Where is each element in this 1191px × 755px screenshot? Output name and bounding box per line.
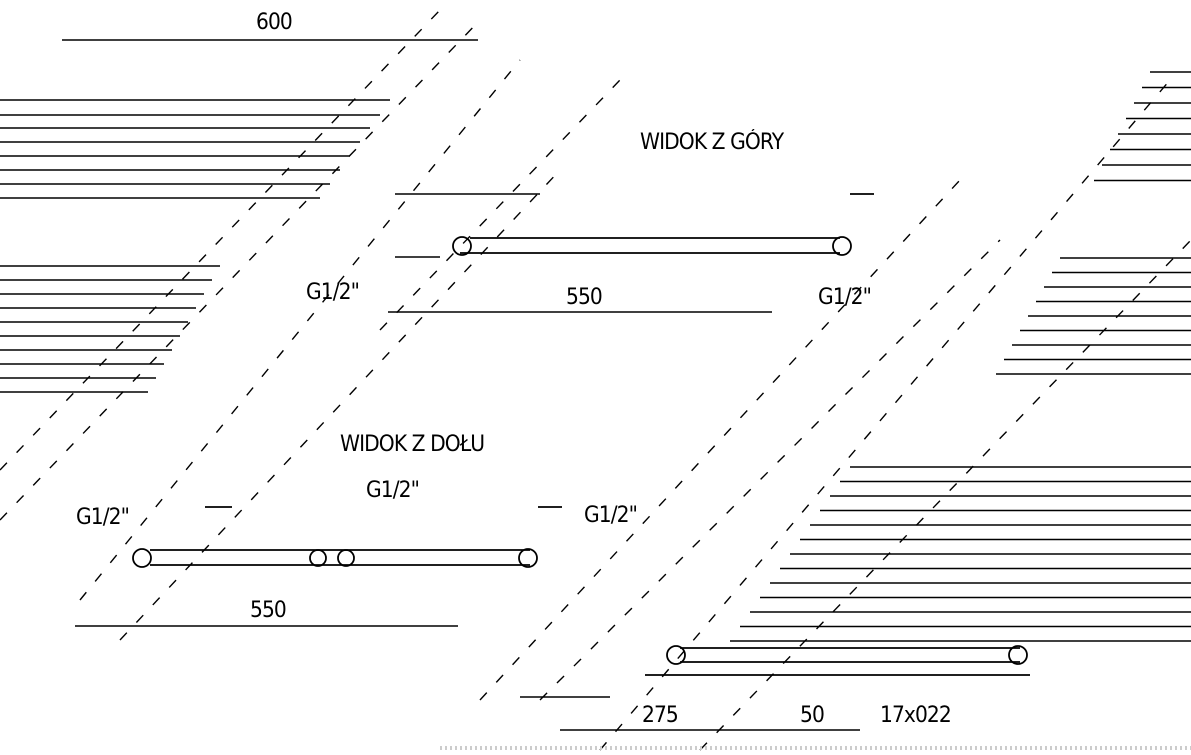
radiator-rungs-left xyxy=(0,99,390,393)
top-view-width-550: 550 xyxy=(566,285,603,310)
bottom-right-connection-label: G1/2" xyxy=(584,503,638,528)
projection-lines xyxy=(0,9,1191,751)
projection-line xyxy=(539,239,1001,701)
bottom-view-width-550: 550 xyxy=(250,598,287,623)
top-view-pipe xyxy=(452,193,874,256)
projection-line xyxy=(79,59,521,601)
projection-line xyxy=(379,79,621,331)
projection-line xyxy=(119,169,561,641)
rail-size-label: 17x022 xyxy=(880,703,952,728)
bottom-view-title: WIDOK Z DOŁU xyxy=(340,432,485,457)
bottom-view-pipe xyxy=(132,506,562,568)
front-view-bottom-rail xyxy=(645,645,1030,676)
dimension-50: 50 xyxy=(800,703,825,728)
top-left-connection-label: G1/2" xyxy=(306,280,360,305)
projection-line xyxy=(479,179,961,701)
projection-line xyxy=(699,239,1191,751)
dimension-600: 600 xyxy=(256,10,293,35)
radiator-rungs-right xyxy=(730,71,1191,642)
projection-line xyxy=(0,19,481,521)
projection-line xyxy=(599,79,1171,751)
bottom-left-connection-label: G1/2" xyxy=(76,505,130,530)
dimension-275: 275 xyxy=(642,703,679,728)
top-right-connection-label: G1/2" xyxy=(818,285,872,310)
bottom-center-connection-label: G1/2" xyxy=(366,478,420,503)
top-view-title: WIDOK Z GÓRY xyxy=(640,130,784,155)
projection-line xyxy=(0,9,441,471)
dimension-lines xyxy=(62,39,860,731)
